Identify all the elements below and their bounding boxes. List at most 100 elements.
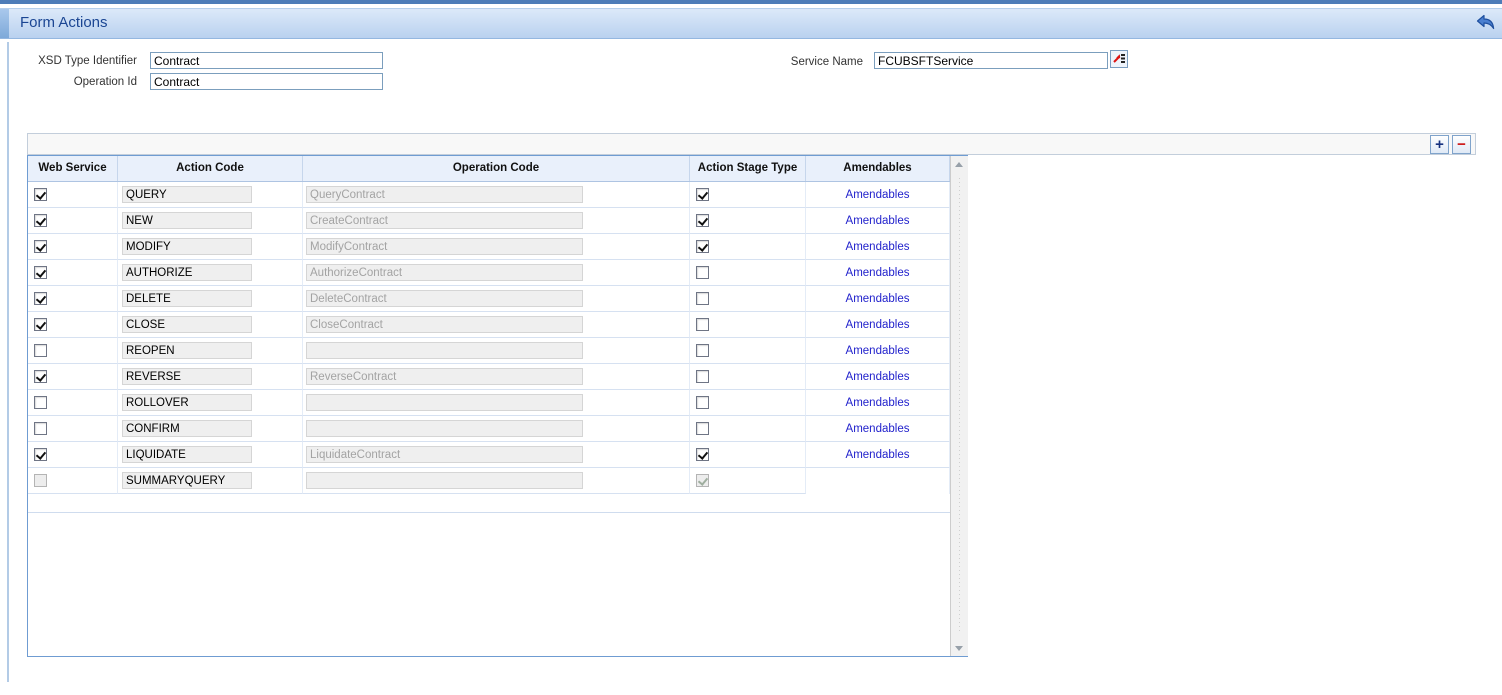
web-service-checkbox[interactable] <box>34 188 47 201</box>
web-service-checkbox[interactable] <box>34 214 47 227</box>
operation-id-label: Operation Id <box>73 76 137 88</box>
web-service-cell <box>28 442 118 468</box>
operation-code-input <box>306 290 583 307</box>
action-stage-type-checkbox[interactable] <box>696 266 709 279</box>
service-name-input[interactable] <box>874 52 1108 69</box>
grid-toolbar: + − <box>27 133 1476 155</box>
action-stage-type-checkbox[interactable] <box>696 214 709 227</box>
operation-id-input[interactable] <box>150 73 383 90</box>
web-service-checkbox[interactable] <box>34 318 47 331</box>
operation-code-cell <box>303 390 690 416</box>
scroll-up-icon[interactable] <box>951 156 968 172</box>
operation-code-cell <box>303 312 690 338</box>
column-header-operation-code: Operation Code <box>303 156 690 181</box>
action-stage-type-checkbox[interactable] <box>696 448 709 461</box>
operation-code-input <box>306 420 583 437</box>
action-stage-type-cell <box>690 260 806 286</box>
table-row <box>28 468 950 494</box>
operation-code-cell <box>303 442 690 468</box>
action-stage-type-checkbox[interactable] <box>696 344 709 357</box>
amendables-link[interactable]: Amendables <box>845 449 910 461</box>
scroll-down-icon[interactable] <box>951 640 968 656</box>
amendables-link[interactable]: Amendables <box>845 345 910 357</box>
undo-arrow-icon[interactable] <box>1476 14 1496 32</box>
action-stage-type-checkbox[interactable] <box>696 370 709 383</box>
action-stage-type-cell <box>690 390 806 416</box>
amendables-link[interactable]: Amendables <box>845 241 910 253</box>
operation-code-input <box>306 316 583 333</box>
amendables-link[interactable]: Amendables <box>845 189 910 201</box>
operation-code-cell <box>303 416 690 442</box>
amendables-cell: Amendables <box>806 390 950 416</box>
action-stage-type-checkbox[interactable] <box>696 422 709 435</box>
table-row: Amendables <box>28 416 950 442</box>
column-header-web-service: Web Service <box>28 156 118 181</box>
action-stage-type-checkbox[interactable] <box>696 292 709 305</box>
amendables-link[interactable]: Amendables <box>845 423 910 435</box>
vertical-scrollbar[interactable] <box>950 156 968 656</box>
web-service-cell <box>28 338 118 364</box>
left-border-rule <box>7 42 9 682</box>
action-code-cell <box>118 416 303 442</box>
operation-code-input <box>306 212 583 229</box>
action-stage-type-checkbox[interactable] <box>696 240 709 253</box>
action-stage-type-cell <box>690 468 806 494</box>
web-service-cell <box>28 182 118 208</box>
operation-code-cell <box>303 260 690 286</box>
table-row: Amendables <box>28 338 950 364</box>
operation-code-input <box>306 368 583 385</box>
web-service-checkbox[interactable] <box>34 266 47 279</box>
amendables-link[interactable]: Amendables <box>845 293 910 305</box>
operation-code-cell <box>303 182 690 208</box>
action-stage-type-cell <box>690 312 806 338</box>
web-service-checkbox[interactable] <box>34 448 47 461</box>
web-service-checkbox[interactable] <box>34 422 47 435</box>
action-code-input <box>122 238 252 255</box>
web-service-cell <box>28 286 118 312</box>
action-stage-type-cell <box>690 208 806 234</box>
operation-code-cell <box>303 234 690 260</box>
page-title: Form Actions <box>20 14 108 31</box>
amendables-cell: Amendables <box>806 442 950 468</box>
operation-code-input <box>306 446 583 463</box>
action-code-input <box>122 212 252 229</box>
action-code-cell <box>118 338 303 364</box>
web-service-checkbox[interactable] <box>34 344 47 357</box>
amendables-link[interactable]: Amendables <box>845 371 910 383</box>
amendables-cell: Amendables <box>806 338 950 364</box>
action-stage-type-checkbox[interactable] <box>696 318 709 331</box>
amendables-cell: Amendables <box>806 364 950 390</box>
operation-code-cell <box>303 338 690 364</box>
table-row: Amendables <box>28 312 950 338</box>
table-row: Amendables <box>28 182 950 208</box>
web-service-cell <box>28 390 118 416</box>
action-code-cell <box>118 468 303 494</box>
amendables-link[interactable]: Amendables <box>845 267 910 279</box>
amendables-cell: Amendables <box>806 416 950 442</box>
table-row: Amendables <box>28 390 950 416</box>
operation-code-input <box>306 186 583 203</box>
operation-code-input <box>306 264 583 281</box>
amendables-link[interactable]: Amendables <box>845 397 910 409</box>
page-header-bar: Form Actions <box>0 8 1502 39</box>
lov-picker-icon[interactable] <box>1110 50 1128 68</box>
amendables-link[interactable]: Amendables <box>845 215 910 227</box>
amendables-cell: Amendables <box>806 208 950 234</box>
web-service-cell <box>28 208 118 234</box>
action-stage-type-cell <box>690 416 806 442</box>
grid-header-row: Web Service Action Code Operation Code A… <box>28 156 950 182</box>
action-stage-type-checkbox[interactable] <box>696 396 709 409</box>
web-service-checkbox[interactable] <box>34 370 47 383</box>
action-code-input <box>122 186 252 203</box>
xsd-type-identifier-label: XSD Type Identifier <box>38 55 137 67</box>
amendables-link[interactable]: Amendables <box>845 319 910 331</box>
web-service-checkbox[interactable] <box>34 396 47 409</box>
remove-row-button[interactable]: − <box>1452 134 1471 154</box>
web-service-checkbox[interactable] <box>34 292 47 305</box>
add-row-button[interactable]: + <box>1430 134 1449 154</box>
action-stage-type-checkbox[interactable] <box>696 188 709 201</box>
column-header-amendables: Amendables <box>806 156 950 181</box>
amendables-cell <box>806 468 950 494</box>
xsd-type-identifier-input[interactable] <box>150 52 383 69</box>
web-service-checkbox[interactable] <box>34 240 47 253</box>
